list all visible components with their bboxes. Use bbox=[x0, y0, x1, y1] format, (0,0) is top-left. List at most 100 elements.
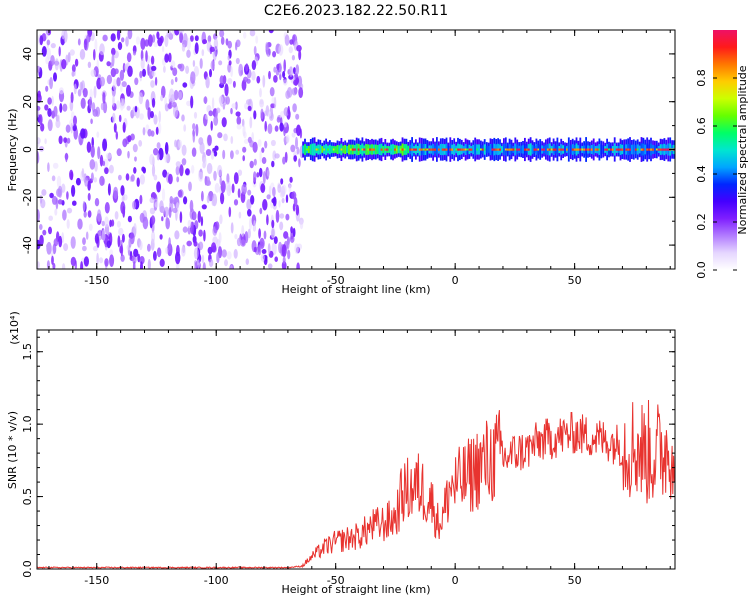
noise-cell bbox=[112, 95, 115, 107]
noise-cell bbox=[147, 63, 150, 76]
noise-cell bbox=[183, 196, 188, 205]
noise-cell bbox=[117, 41, 123, 51]
noise-cell bbox=[37, 105, 41, 112]
noise-cell bbox=[271, 97, 275, 104]
noise-cell bbox=[274, 125, 279, 132]
signal-core-cell bbox=[390, 148, 393, 151]
noise-cell bbox=[53, 238, 59, 247]
signal-core-cell bbox=[409, 148, 412, 151]
signal-core-cell bbox=[451, 148, 454, 151]
noise-cell bbox=[172, 207, 178, 214]
noise-cell bbox=[210, 150, 215, 160]
spectrogram-x-label: Height of straight line (km) bbox=[281, 283, 430, 296]
noise-cell bbox=[70, 256, 77, 267]
noise-cell bbox=[253, 158, 257, 166]
noise-cell bbox=[231, 103, 237, 109]
noise-cell bbox=[139, 174, 145, 185]
noise-cell bbox=[288, 184, 292, 194]
noise-cell bbox=[273, 66, 277, 73]
noise-cell bbox=[272, 51, 277, 58]
noise-cell bbox=[71, 64, 76, 73]
noise-cell bbox=[215, 112, 218, 119]
noise-cell bbox=[186, 49, 191, 58]
noise-cell bbox=[246, 199, 252, 211]
noise-cell bbox=[258, 228, 261, 239]
noise-cell bbox=[37, 93, 42, 103]
y-tick-label: 0 bbox=[21, 146, 34, 153]
snr-x-label: Height of straight line (km) bbox=[281, 583, 430, 596]
noise-cell bbox=[200, 216, 204, 227]
noise-cell bbox=[161, 46, 165, 53]
noise-cell bbox=[272, 186, 276, 197]
noise-cell bbox=[272, 196, 277, 207]
noise-cell bbox=[238, 63, 244, 77]
snr-x-ticks: -150 -100 -50 0 50 bbox=[48, 330, 671, 587]
noise-cell bbox=[127, 215, 132, 223]
noise-cell bbox=[282, 71, 286, 78]
signal-core-cell bbox=[617, 148, 620, 151]
noise-cell bbox=[45, 30, 49, 39]
noise-cell bbox=[121, 37, 125, 43]
noise-cell bbox=[42, 229, 47, 236]
noise-cell bbox=[90, 118, 93, 125]
signal-core-cell bbox=[524, 148, 527, 151]
noise-cell bbox=[283, 79, 288, 86]
noise-cell bbox=[73, 83, 77, 95]
noise-cell bbox=[287, 249, 291, 260]
noise-cell bbox=[63, 137, 68, 144]
noise-cell bbox=[291, 191, 297, 200]
noise-cell bbox=[39, 224, 43, 230]
noise-cell bbox=[104, 258, 109, 267]
noise-cell bbox=[298, 49, 302, 61]
noise-cell bbox=[199, 58, 203, 69]
noise-cell bbox=[132, 143, 138, 153]
signal-mid-cell bbox=[531, 144, 534, 155]
noise-cell bbox=[90, 69, 97, 77]
noise-cell bbox=[235, 111, 241, 117]
noise-cell bbox=[264, 120, 268, 132]
noise-cell bbox=[278, 200, 281, 208]
noise-cell bbox=[279, 73, 282, 81]
signal-core-cell bbox=[457, 148, 460, 151]
noise-cell bbox=[151, 230, 156, 244]
signal-mid-cell bbox=[348, 144, 350, 155]
noise-cell bbox=[61, 59, 67, 70]
noise-cell bbox=[247, 189, 252, 196]
noise-cell bbox=[291, 87, 298, 96]
noise-cell bbox=[197, 210, 201, 223]
colorbar-tick-label: 0.2 bbox=[695, 213, 708, 231]
noise-cell bbox=[104, 216, 109, 228]
y-tick-label: 1.5 bbox=[21, 343, 34, 361]
signal-mid-cell bbox=[355, 143, 358, 156]
signal-mid-cell bbox=[631, 144, 633, 155]
signal-core-cell bbox=[640, 148, 643, 151]
noise-cell bbox=[130, 174, 135, 182]
noise-cell bbox=[150, 80, 155, 88]
noise-cell bbox=[87, 61, 92, 68]
signal-core-cell bbox=[543, 148, 546, 151]
noise-cell bbox=[80, 261, 84, 269]
noise-cell bbox=[40, 123, 45, 132]
noise-cell bbox=[223, 133, 228, 142]
noise-cell bbox=[220, 180, 226, 193]
signal-core-cell bbox=[367, 148, 370, 151]
signal-mid-cell bbox=[447, 146, 450, 153]
signal-core-cell bbox=[504, 148, 507, 151]
noise-cell bbox=[269, 87, 275, 97]
noise-cell bbox=[190, 95, 194, 109]
noise-cell bbox=[261, 157, 267, 164]
noise-cell bbox=[179, 164, 184, 177]
noise-cell bbox=[296, 45, 302, 52]
noise-cell bbox=[216, 107, 221, 114]
signal-core-cell bbox=[462, 148, 465, 151]
signal-core-cell bbox=[611, 148, 615, 151]
noise-cell bbox=[255, 35, 259, 44]
noise-cell bbox=[79, 81, 84, 91]
signal-mid-cell bbox=[311, 143, 314, 156]
signal-mid-cell bbox=[388, 146, 391, 153]
noise-cell bbox=[237, 188, 241, 199]
noise-cell bbox=[181, 158, 187, 166]
noise-cell bbox=[114, 211, 119, 220]
noise-cell bbox=[192, 211, 197, 221]
